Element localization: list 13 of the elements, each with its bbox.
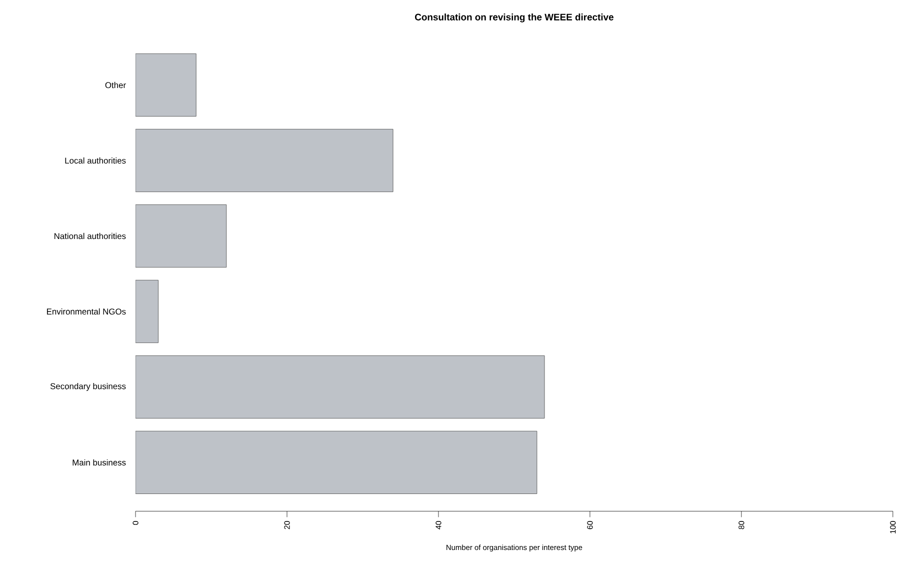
y-tick-label: Local authorities (65, 157, 126, 164)
y-tick-label: Environmental NGOs (47, 308, 126, 315)
chart-title: Consultation on revising the WEEE directive (415, 14, 614, 22)
bar (136, 280, 158, 343)
y-tick-label: Secondary business (50, 383, 126, 391)
bar (136, 355, 545, 418)
y-tick-label: National authorities (54, 232, 126, 240)
bar (136, 204, 227, 268)
bar (136, 430, 538, 494)
y-tick-label: Other (105, 82, 126, 88)
bar (136, 53, 196, 117)
bar (136, 128, 394, 192)
y-tick-label: Main business (72, 459, 126, 466)
